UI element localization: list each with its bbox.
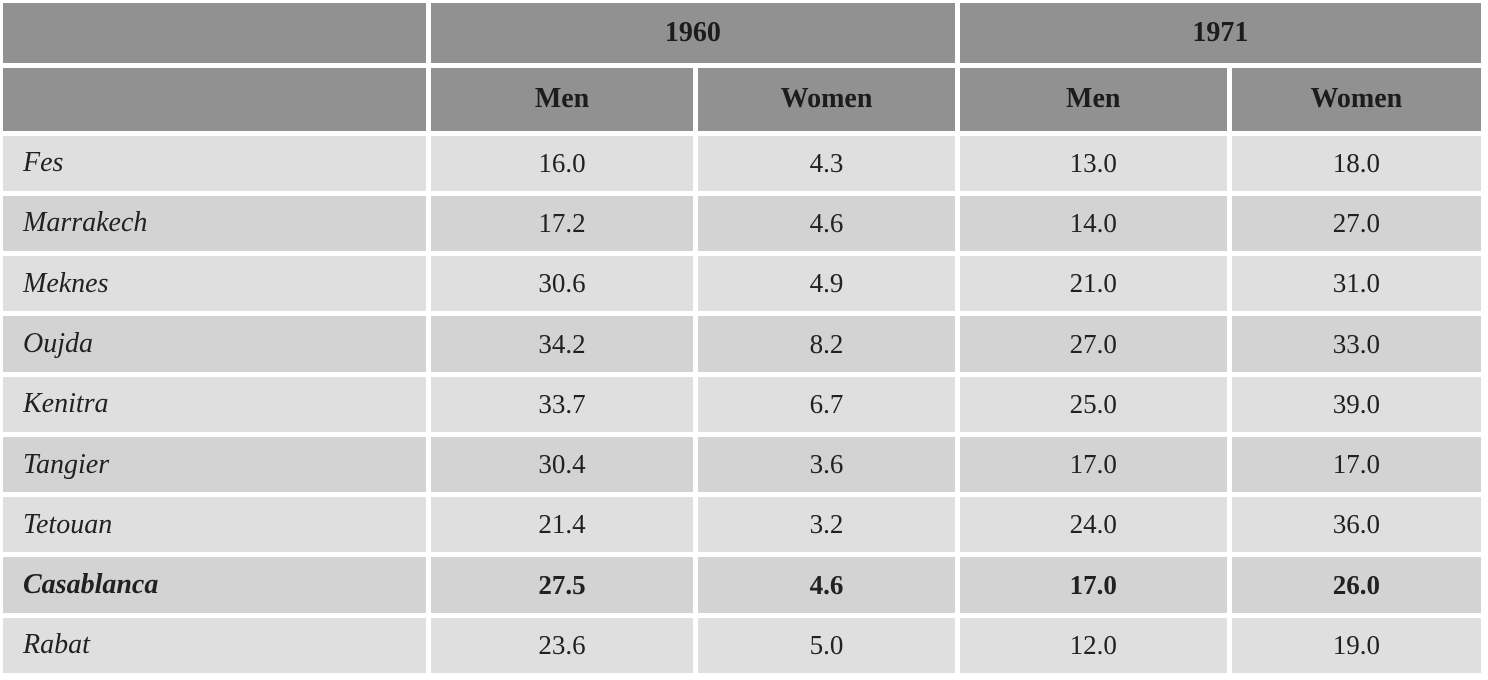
table-row-oujda: Oujda 34.2 8.2 27.0 33.0 — [3, 316, 1481, 372]
value-cell: 33.7 — [430, 376, 694, 432]
city-cell: Oujda — [3, 316, 426, 372]
corner-cell-2 — [3, 68, 426, 131]
table-row-fes: Fes 16.0 4.3 13.0 18.0 — [3, 135, 1481, 191]
value-cell: 34.2 — [430, 316, 694, 372]
year-header-row: 1960 1971 — [3, 3, 1481, 64]
city-cell: Kenitra — [3, 376, 426, 432]
value-cell: 6.7 — [698, 376, 955, 432]
value-cell: 24.0 — [959, 497, 1227, 553]
value-cell: 3.2 — [698, 497, 955, 553]
value-cell: 27.0 — [959, 316, 1227, 372]
value-cell: 17.0 — [959, 557, 1227, 613]
city-cell: Tangier — [3, 436, 426, 493]
city-cell: Rabat — [3, 617, 426, 673]
city-cell: Casablanca — [3, 557, 426, 613]
value-cell: 4.6 — [698, 195, 955, 252]
table-row-marrakech: Marrakech 17.2 4.6 14.0 27.0 — [3, 195, 1481, 252]
city-cell: Meknes — [3, 256, 426, 312]
table-row-tangier: Tangier 30.4 3.6 17.0 17.0 — [3, 436, 1481, 493]
value-cell: 26.0 — [1231, 557, 1481, 613]
value-cell: 4.9 — [698, 256, 955, 312]
value-cell: 21.4 — [430, 497, 694, 553]
value-cell: 30.6 — [430, 256, 694, 312]
value-cell: 16.0 — [430, 135, 694, 191]
value-cell: 17.0 — [1231, 436, 1481, 493]
value-cell: 31.0 — [1231, 256, 1481, 312]
value-cell: 23.6 — [430, 617, 694, 673]
value-cell: 12.0 — [959, 617, 1227, 673]
value-cell: 21.0 — [959, 256, 1227, 312]
value-cell: 4.3 — [698, 135, 955, 191]
table-row-rabat: Rabat 23.6 5.0 12.0 19.0 — [3, 617, 1481, 673]
value-cell: 14.0 — [959, 195, 1227, 252]
value-cell: 18.0 — [1231, 135, 1481, 191]
value-cell: 27.0 — [1231, 195, 1481, 252]
value-cell: 30.4 — [430, 436, 694, 493]
value-cell: 27.5 — [430, 557, 694, 613]
value-cell: 8.2 — [698, 316, 955, 372]
value-cell: 13.0 — [959, 135, 1227, 191]
value-cell: 25.0 — [959, 376, 1227, 432]
value-cell: 33.0 — [1231, 316, 1481, 372]
value-cell: 39.0 — [1231, 376, 1481, 432]
gender-header-row: Men Women Men Women — [3, 68, 1481, 131]
city-cell: Tetouan — [3, 497, 426, 553]
table-row-casablanca-emphasized: Casablanca 27.5 4.6 17.0 26.0 — [3, 557, 1481, 613]
value-cell: 17.0 — [959, 436, 1227, 493]
year-header-1971: 1971 — [959, 3, 1481, 64]
table-row-kenitra: Kenitra 33.7 6.7 25.0 39.0 — [3, 376, 1481, 432]
women-1971-header: Women — [1231, 68, 1481, 131]
value-cell: 4.6 — [698, 557, 955, 613]
value-cell: 19.0 — [1231, 617, 1481, 673]
value-cell: 5.0 — [698, 617, 955, 673]
women-1960-header: Women — [698, 68, 955, 131]
year-header-1960: 1960 — [430, 3, 955, 64]
value-cell: 17.2 — [430, 195, 694, 252]
table-row-tetouan: Tetouan 21.4 3.2 24.0 36.0 — [3, 497, 1481, 553]
table-row-meknes: Meknes 30.6 4.9 21.0 31.0 — [3, 256, 1481, 312]
value-cell: 36.0 — [1231, 497, 1481, 553]
men-1971-header: Men — [959, 68, 1227, 131]
men-1960-header: Men — [430, 68, 694, 131]
value-cell: 3.6 — [698, 436, 955, 493]
city-cell: Fes — [3, 135, 426, 191]
city-cell: Marrakech — [3, 195, 426, 252]
corner-cell — [3, 3, 426, 64]
